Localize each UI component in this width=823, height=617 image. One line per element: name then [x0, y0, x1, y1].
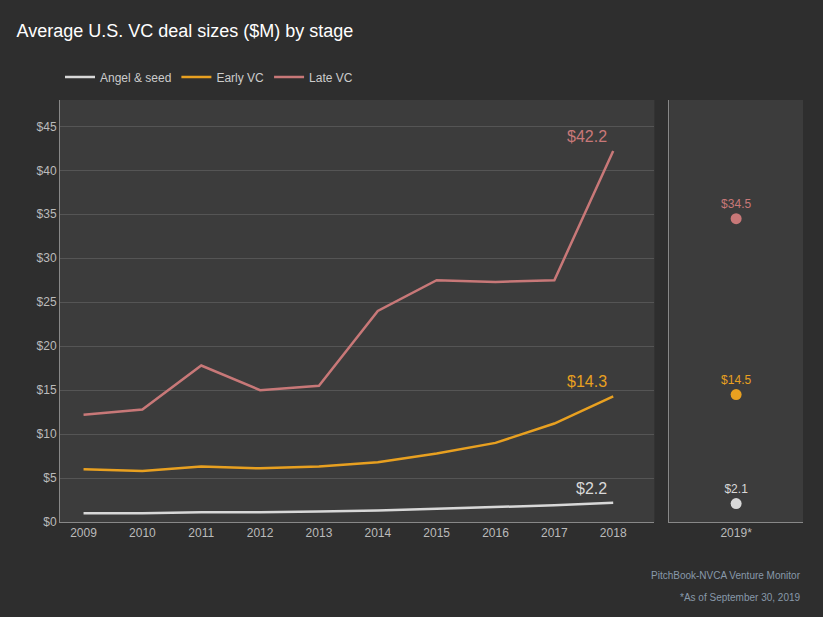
- svg-text:Early VC: Early VC: [216, 71, 264, 85]
- svg-text:$20: $20: [37, 339, 57, 353]
- svg-text:$15: $15: [37, 383, 57, 397]
- svg-text:Angel & seed: Angel & seed: [100, 71, 171, 85]
- svg-text:Average U.S. VC deal sizes ($M: Average U.S. VC deal sizes ($M) by stage: [16, 21, 353, 41]
- svg-text:Late VC: Late VC: [309, 71, 353, 85]
- svg-text:$42.2: $42.2: [567, 128, 607, 145]
- svg-text:$35: $35: [37, 207, 57, 221]
- svg-text:2010: 2010: [129, 526, 156, 540]
- svg-text:2013: 2013: [306, 526, 333, 540]
- svg-text:PitchBook-NVCA Venture Monitor: PitchBook-NVCA Venture Monitor: [651, 570, 801, 581]
- svg-text:2015: 2015: [423, 526, 450, 540]
- svg-text:*As of September 30, 2019: *As of September 30, 2019: [680, 592, 801, 603]
- svg-text:$30: $30: [37, 251, 57, 265]
- svg-text:2016: 2016: [482, 526, 509, 540]
- svg-text:$14.3: $14.3: [567, 373, 607, 390]
- svg-text:$2.1: $2.1: [724, 482, 748, 496]
- svg-text:$45: $45: [37, 120, 57, 134]
- svg-text:$34.5: $34.5: [721, 197, 751, 211]
- svg-text:2014: 2014: [364, 526, 391, 540]
- svg-text:$25: $25: [37, 295, 57, 309]
- svg-text:$10: $10: [37, 427, 57, 441]
- svg-text:2012: 2012: [247, 526, 274, 540]
- svg-text:2011: 2011: [188, 526, 214, 540]
- svg-text:$14.5: $14.5: [721, 373, 751, 387]
- svg-text:$40: $40: [37, 164, 57, 178]
- svg-text:2018: 2018: [600, 526, 627, 540]
- svg-text:$0: $0: [43, 515, 57, 529]
- svg-text:2019*: 2019*: [720, 526, 752, 540]
- svg-text:$2.2: $2.2: [576, 480, 607, 497]
- svg-text:2009: 2009: [70, 526, 97, 540]
- svg-text:$5: $5: [43, 471, 57, 485]
- svg-text:2017: 2017: [541, 526, 568, 540]
